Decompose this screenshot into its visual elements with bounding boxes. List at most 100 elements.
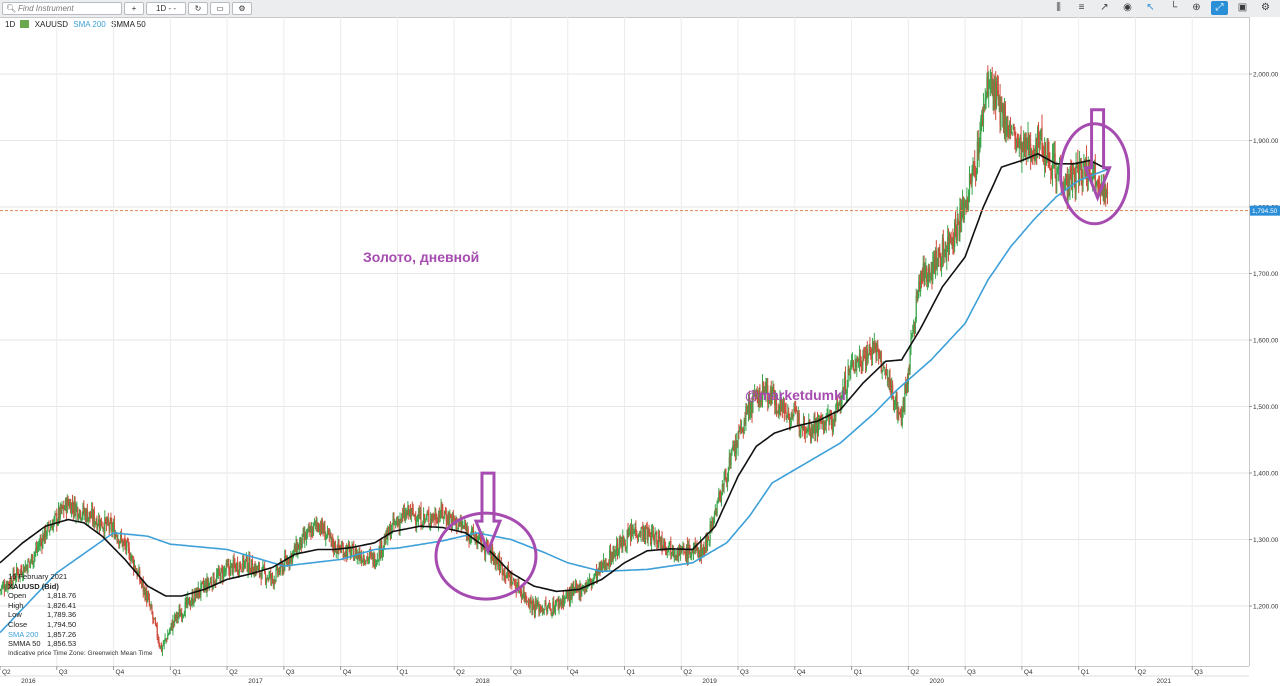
search-input[interactable]: 🔍︎ Find Instrument (2, 2, 122, 15)
candle-body (554, 610, 556, 612)
candle-body (724, 469, 726, 478)
candle-body (1080, 161, 1082, 181)
candle-body (416, 522, 418, 526)
candle-body (381, 550, 384, 555)
candle-body (952, 238, 954, 245)
candle-body (471, 528, 474, 530)
legend-instrument[interactable]: XAUUSD (34, 20, 69, 29)
candle-body (869, 344, 871, 349)
price-axis[interactable] (1249, 17, 1280, 666)
eye-icon[interactable]: ◉ (1123, 2, 1132, 13)
candle-body (273, 579, 275, 585)
candle-body (329, 534, 331, 536)
candle-body (519, 590, 522, 592)
zoom-icon[interactable]: ⊕ (1192, 2, 1201, 13)
indicators-icon[interactable]: ⫼ (1056, 2, 1061, 13)
candle-body (365, 560, 367, 564)
candle-body (100, 517, 102, 527)
crosshair-icon[interactable]: ≡ (1078, 2, 1085, 13)
candle-body (682, 546, 684, 550)
candle-body (163, 640, 165, 645)
refresh-button[interactable]: ↻ (188, 2, 208, 15)
candle-body (503, 568, 505, 575)
candle-body (864, 355, 867, 366)
candle-body (94, 521, 96, 525)
candle-body (29, 561, 32, 563)
candle-body (85, 509, 88, 521)
candle-body (554, 604, 557, 612)
layout-button[interactable]: ▭ (210, 2, 230, 15)
candle-body (134, 566, 136, 572)
candle-body (1008, 131, 1010, 134)
candle-body (840, 403, 842, 409)
candle-body (465, 527, 468, 537)
candle-body (425, 516, 427, 518)
candle-body (591, 579, 593, 585)
candle-body (240, 566, 242, 570)
candle-body (897, 406, 899, 418)
candle-body (680, 546, 682, 553)
candle-body (811, 426, 813, 436)
search-icon: 🔍︎ (6, 4, 17, 13)
candle-body (162, 644, 164, 646)
time-axis[interactable] (0, 666, 1249, 686)
settings-button[interactable]: ⚙ (232, 2, 252, 15)
candle-body (1016, 138, 1019, 145)
candle-body (903, 401, 905, 412)
candle-body (1025, 137, 1027, 152)
legend-sma[interactable]: SMA 200 (73, 20, 106, 29)
candle-body (560, 601, 562, 604)
cursor-icon[interactable]: ↖ (1146, 2, 1155, 13)
candle-body (848, 367, 850, 372)
candle-body (845, 391, 847, 395)
info-date: 16 February 2021 (8, 572, 68, 581)
candle-body (893, 403, 895, 405)
candle-body (736, 440, 738, 448)
candle-body (497, 560, 499, 567)
candle-body (430, 517, 433, 522)
candle-body (302, 533, 304, 535)
candle-body (612, 546, 614, 561)
add-button[interactable]: + (124, 2, 144, 15)
candle-body (516, 588, 518, 592)
candle-body (805, 431, 807, 433)
camera-icon[interactable]: ▣ (1237, 2, 1248, 13)
candle-body (219, 573, 221, 582)
candle-body (969, 174, 971, 176)
candle-body (570, 587, 572, 599)
candle-body (981, 114, 983, 121)
candle-body (201, 582, 203, 584)
candle-body (1075, 164, 1077, 193)
fullscreen-icon[interactable]: ⤢ (1211, 1, 1228, 15)
candle-body (1060, 178, 1062, 188)
trendline-icon[interactable]: ↗ (1100, 2, 1109, 13)
candle-body (802, 415, 805, 430)
candle-body (837, 402, 839, 407)
candle-body (799, 429, 801, 431)
candle-body (924, 267, 926, 285)
candle-body (331, 537, 333, 542)
candle-body (834, 412, 836, 418)
candle-body (369, 551, 371, 554)
candle-body (1100, 186, 1102, 194)
candle-body (856, 358, 858, 368)
candle-body (688, 545, 690, 549)
candle-body (642, 527, 644, 541)
candle-body (657, 545, 659, 547)
candle-body (722, 485, 724, 488)
candle-body (558, 600, 560, 609)
candle-body (853, 369, 855, 371)
candle-body (985, 98, 987, 102)
candle-body (1012, 126, 1014, 131)
candle-body (654, 532, 656, 543)
candle-body (804, 429, 806, 434)
gear-icon[interactable]: ⚙ (1261, 2, 1270, 13)
candle-body (723, 478, 725, 487)
candle-body (265, 579, 267, 583)
legend-smma[interactable]: SMMA 50 (110, 20, 146, 29)
candle-body (1013, 124, 1015, 129)
timeframe-button[interactable]: 1D - - (146, 2, 186, 15)
draw-icon[interactable]: └ (1169, 2, 1178, 13)
candle-body (1048, 154, 1050, 159)
